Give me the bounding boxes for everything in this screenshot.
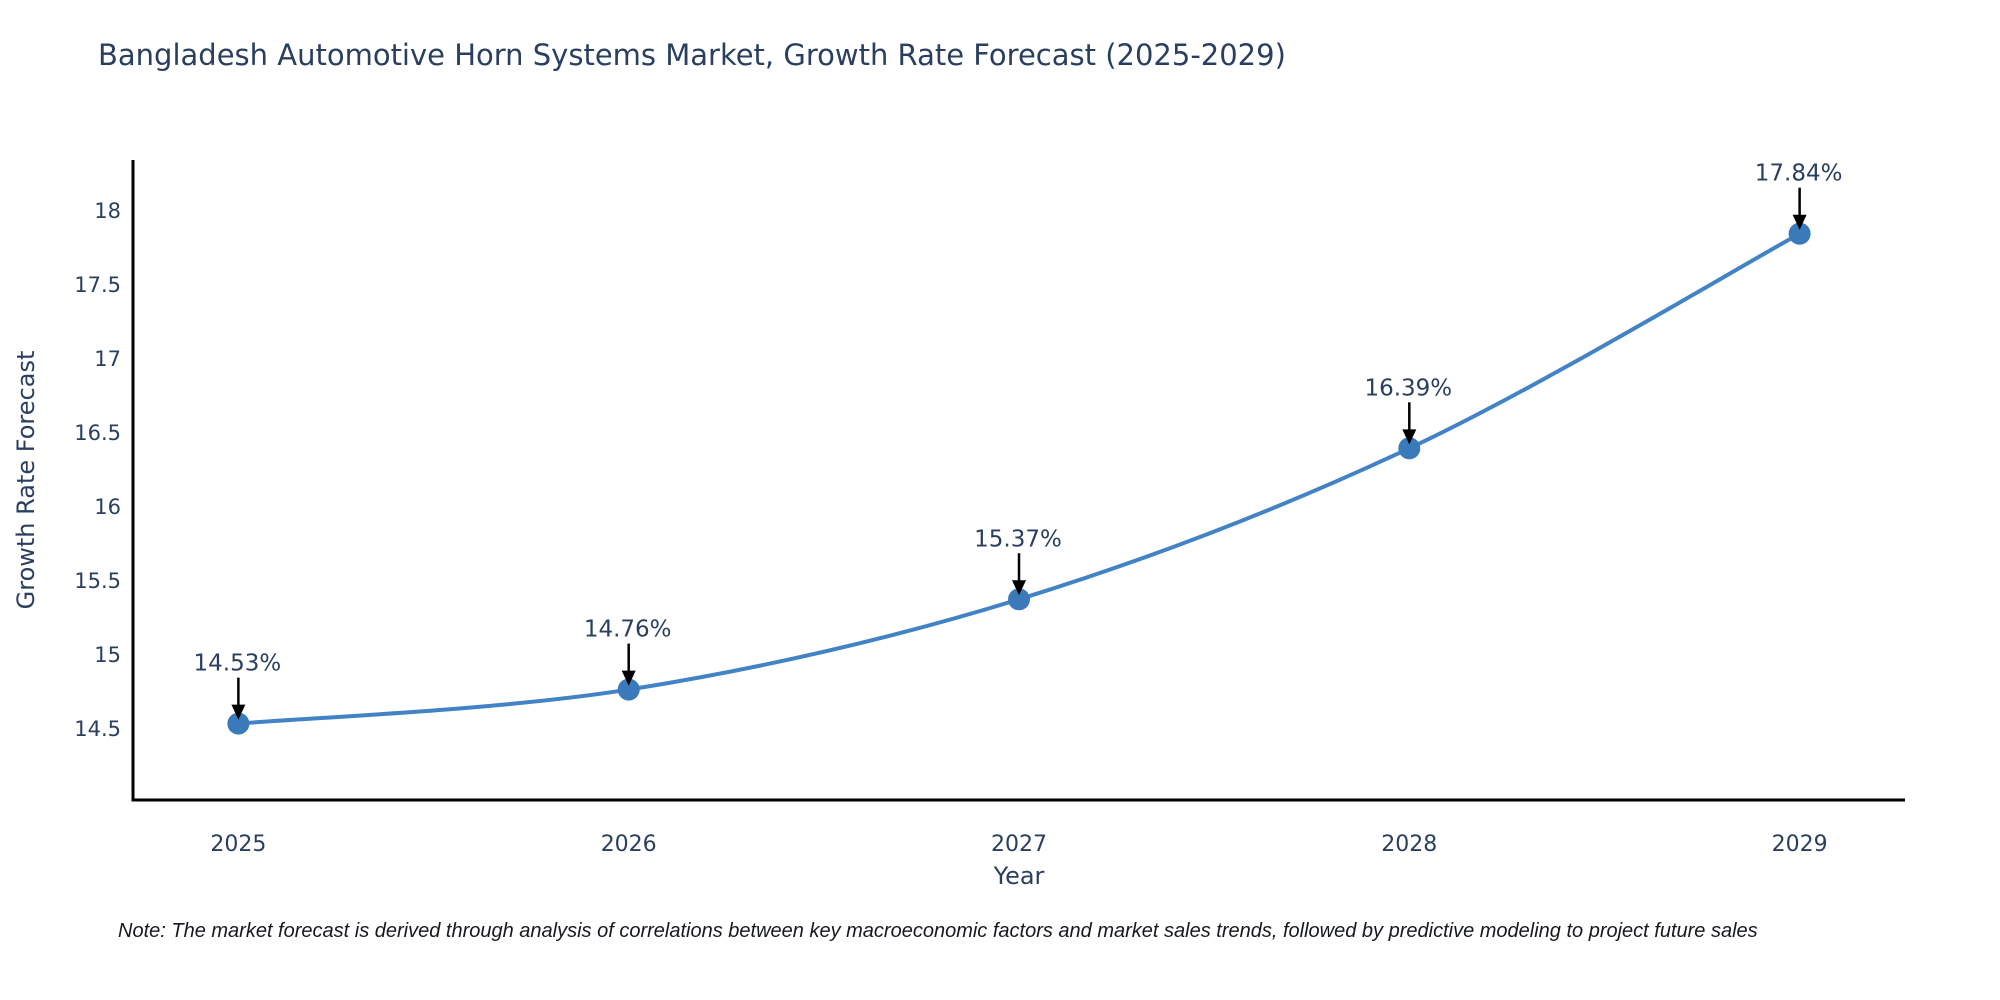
footnote: Note: The market forecast is derived thr… <box>118 920 1758 942</box>
series-line <box>236 231 1802 726</box>
annotation-label: 17.84% <box>1755 161 1843 187</box>
y-tick-label: 14.5 <box>74 717 121 741</box>
x-tick-label: 2025 <box>210 832 266 857</box>
y-tick-label: 16.5 <box>74 421 121 445</box>
annotation-label: 16.39% <box>1364 375 1452 401</box>
y-tick-label: 17.5 <box>74 273 121 297</box>
x-tick-label: 2029 <box>1772 832 1828 857</box>
x-axis-title: Year <box>993 862 1045 890</box>
annotation-arrowhead <box>1012 580 1026 596</box>
annotation-arrowhead <box>231 704 246 720</box>
annotation-arrowhead <box>1402 429 1417 445</box>
annotation-label: 14.53% <box>194 651 282 677</box>
chart-title: Bangladesh Automotive Horn Systems Marke… <box>98 38 1286 72</box>
x-tick-label: 2027 <box>991 832 1047 857</box>
annotation-label: 14.76% <box>584 617 672 643</box>
x-tick-label: 2026 <box>601 832 657 857</box>
data-point-marker <box>1788 222 1811 245</box>
y-tick-label: 17 <box>94 347 121 371</box>
annotation-arrowhead <box>621 670 636 686</box>
annotation-label: 15.37% <box>974 526 1062 552</box>
data-point-marker <box>1008 588 1030 611</box>
data-point-marker <box>1398 437 1421 460</box>
data-point-marker <box>617 678 640 701</box>
annotation-arrowhead <box>1792 214 1807 230</box>
y-tick-label: 15.5 <box>74 569 121 593</box>
y-tick-label: 16 <box>94 495 121 519</box>
y-tick-label: 18 <box>94 199 121 223</box>
y-axis-title: Growth Rate Forecast <box>12 351 40 610</box>
x-tick-label: 2028 <box>1381 832 1437 857</box>
y-tick-label: 15 <box>94 643 121 667</box>
data-point-marker <box>227 712 250 735</box>
